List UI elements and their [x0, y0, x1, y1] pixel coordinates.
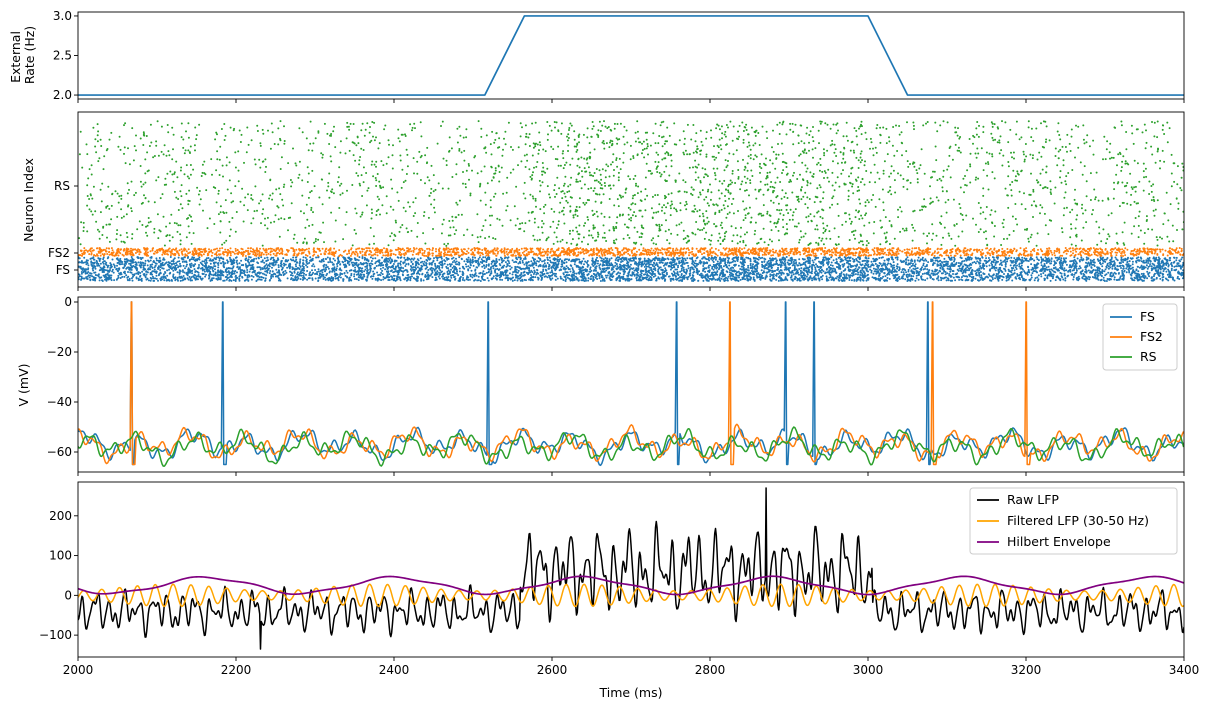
y-tick-label: 2.0 [53, 88, 72, 102]
legend-label: Raw LFP [1007, 492, 1059, 507]
x-axis-label: Time (ms) [598, 685, 662, 700]
legend-label: FS [1140, 309, 1155, 324]
raster-group-rs [78, 120, 1184, 247]
y-axis-label: External Rate (Hz) [8, 26, 37, 84]
x-tick-label: 2800 [695, 663, 726, 677]
y-tick-label: 0 [64, 588, 72, 602]
voltage-line-rs [78, 426, 1184, 467]
raster-group-fs2 [78, 247, 1184, 257]
x-tick-label: 2400 [379, 663, 410, 677]
x-tick-label: 3000 [853, 663, 884, 677]
plot-frame [77, 111, 1185, 288]
voltage-line-fs [78, 301, 1184, 467]
lfp-raw-line [78, 487, 1184, 650]
legend-box [1102, 303, 1178, 371]
voltage-line-fs2 [78, 301, 1184, 466]
legend: Raw LFP Filtered LFP (30-50 Hz) Hilbert En… [969, 487, 1178, 555]
plot-frame [77, 296, 1185, 473]
legend: FS FS2 RS [1102, 303, 1178, 371]
legend-label: RS [1140, 349, 1157, 364]
panel-external-rate: 2.0 2.5 3.0 External Rate (Hz) [8, 9, 1185, 103]
y-tick-label: −20 [47, 345, 72, 359]
legend-label: Filtered LFP (30-50 Hz) [1007, 513, 1149, 528]
panel-lfp: −100 0 100 200 2000 2200 2400 2600 2800 3000 3200 3… [39, 481, 1200, 700]
y-tick-label: FS [56, 263, 70, 277]
lfp-envelope-line [78, 575, 1184, 596]
legend-label: FS2 [1140, 329, 1163, 344]
y-tick-label: 3.0 [53, 9, 72, 23]
legend-box [969, 487, 1178, 555]
y-tick-label: 200 [49, 509, 72, 523]
lfp-filtered-line [78, 583, 1184, 608]
y-tick-label: 100 [49, 549, 72, 563]
x-tick-label: 2000 [63, 663, 94, 677]
y-tick-label: RS [54, 179, 70, 193]
y-tick-label: FS2 [48, 246, 70, 260]
y-axis-label: Neuron Index [21, 158, 36, 242]
raster-dots [78, 247, 1184, 257]
y-tick-label: 0 [64, 295, 72, 309]
raster-dots [78, 256, 1184, 282]
y-tick-label: −40 [47, 395, 72, 409]
legend-label: Hilbert Envelope [1007, 534, 1111, 549]
y-tick-label: −100 [39, 628, 72, 642]
plot-frame [77, 481, 1185, 658]
panel-voltage: −60 −40 −20 0 V (mV) FS FS2 RS [16, 295, 1185, 476]
x-tick-label: 2600 [537, 663, 568, 677]
raster-dots [78, 120, 1184, 247]
plot-frame [77, 11, 1185, 100]
x-tick-label: 3200 [1011, 663, 1042, 677]
y-tick-label: 2.5 [53, 49, 72, 63]
y-tick-label: −60 [47, 445, 72, 459]
rate-line [78, 15, 1184, 96]
panel-raster: FS FS2 RS Neuron Index [21, 111, 1185, 291]
y-axis-label: V (mV) [16, 363, 31, 406]
x-tick-label: 2200 [221, 663, 252, 677]
x-tick-label: 3400 [1169, 663, 1200, 677]
raster-group-fs [78, 256, 1184, 282]
